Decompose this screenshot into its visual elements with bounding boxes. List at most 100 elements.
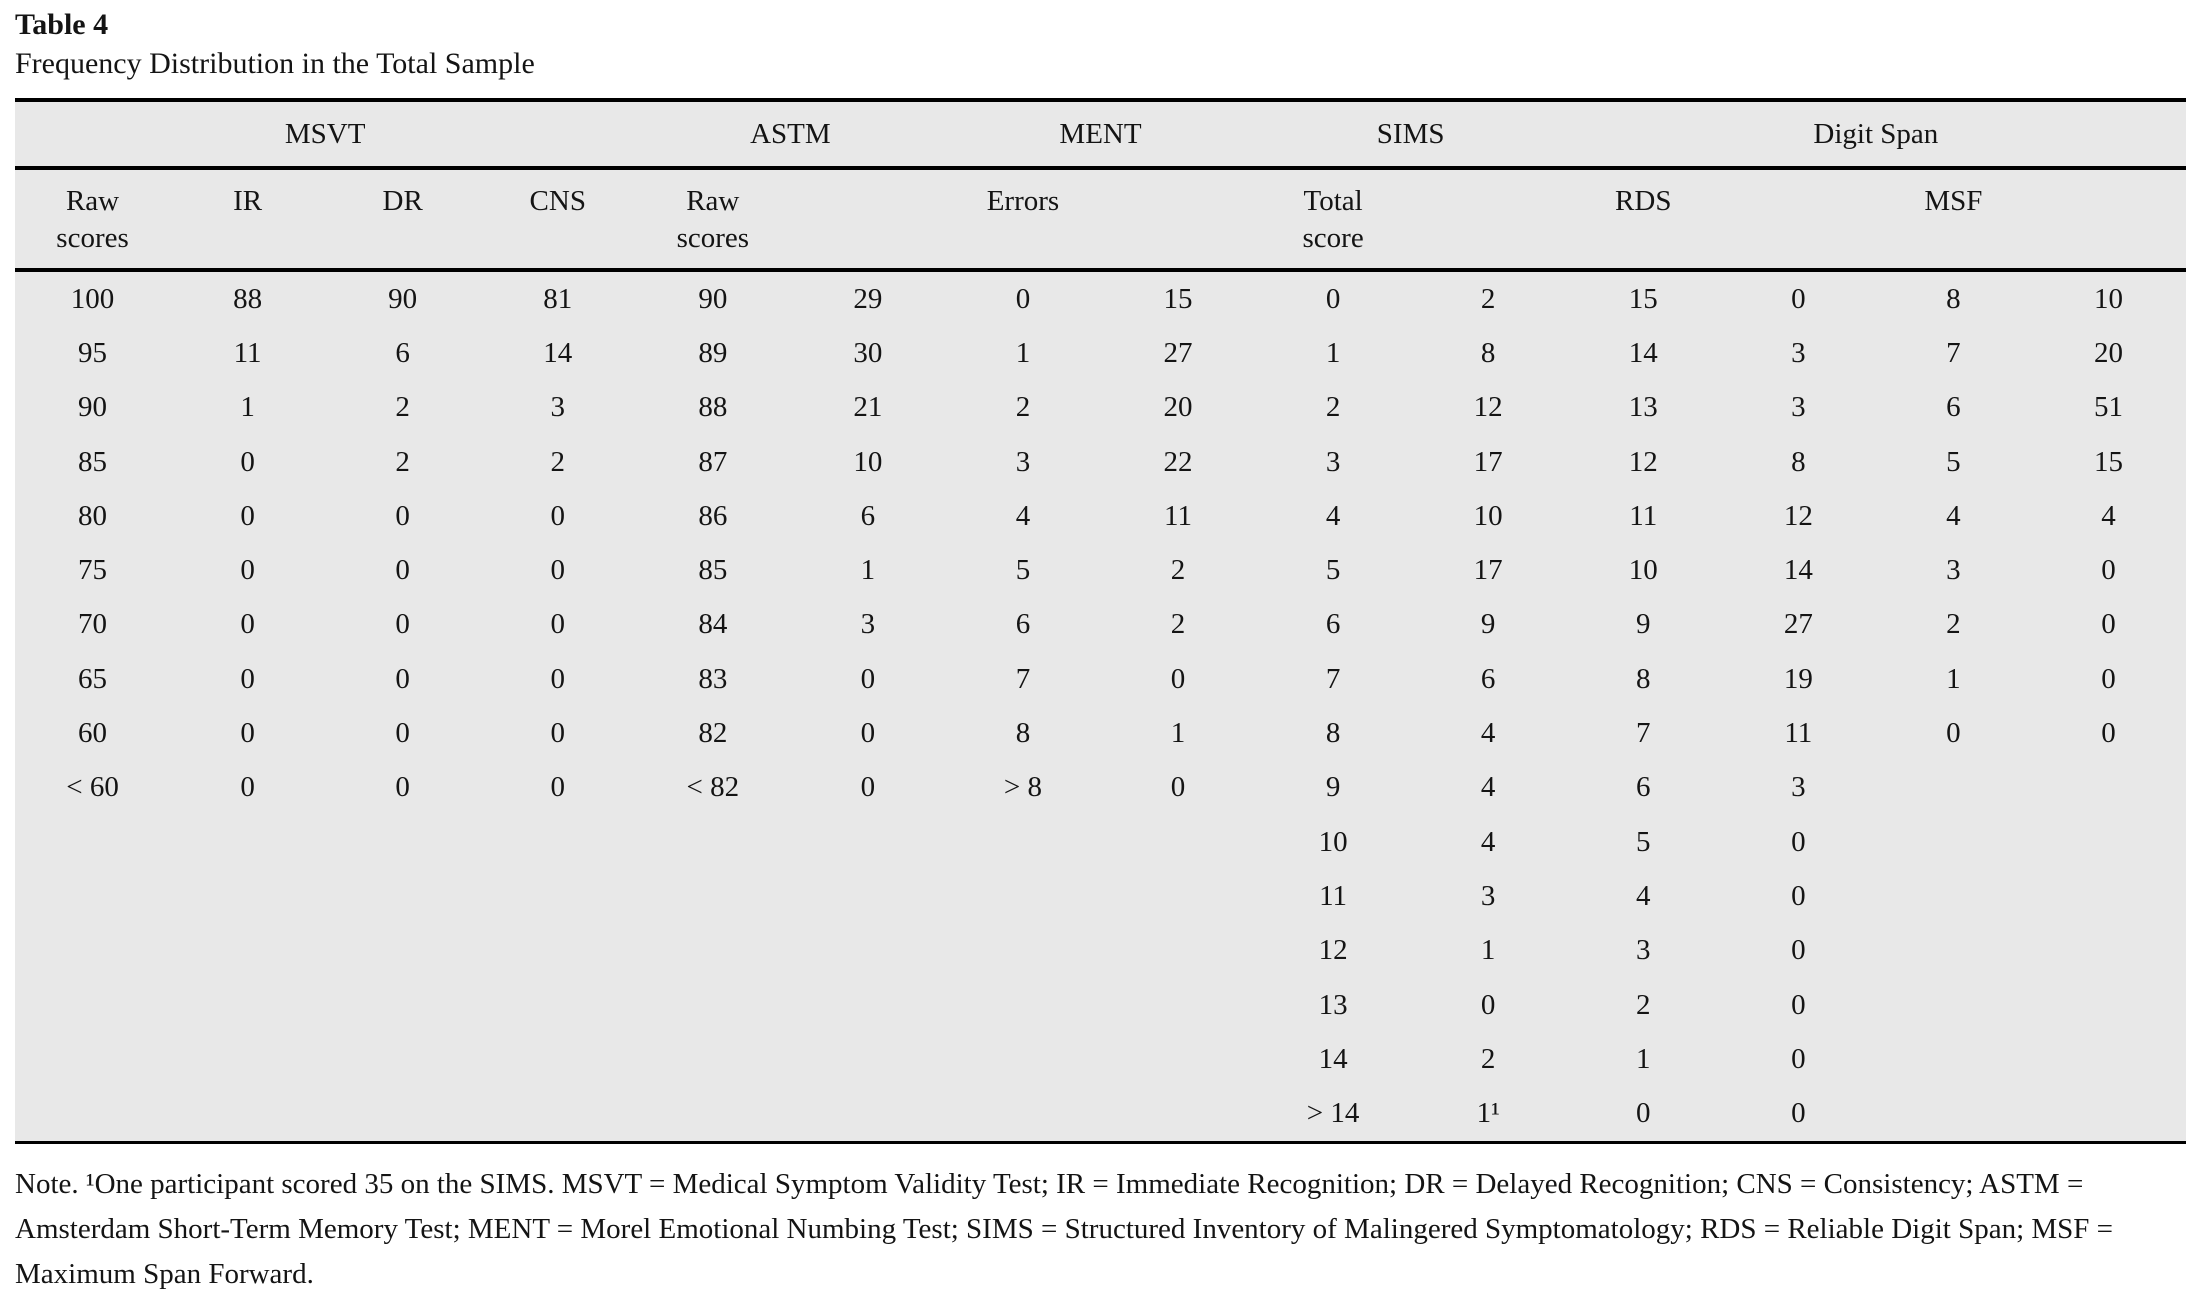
table-cell: 0 [1325,282,1341,315]
table-cell: 1¹ [1476,1097,1500,1130]
table-cell [945,978,1100,1032]
table-cell: 0 [395,554,410,587]
table-cell [15,815,170,869]
table-cell: 86 [698,499,728,532]
table-cell: 4 [1325,499,1341,532]
table-cell: 0 [1015,282,1031,315]
table-cell: 22 [1163,445,1193,478]
group-header-digit-span: Digit Span [1813,117,1939,150]
table-cell: 8 [1791,445,1806,478]
table-cell: 4 [2101,499,2116,532]
group-header-ment: MENT [1059,117,1142,150]
table-cell [635,1086,790,1140]
table-cell: 85 [78,445,108,478]
table-cell [480,815,635,869]
table-cell: 7 [1325,662,1341,695]
table-cell [790,815,945,869]
table-cell: 10 [1628,554,1658,587]
column-header-dr: DR [382,185,423,217]
table-cell: 80 [78,499,108,532]
table-cell [1876,924,2031,978]
table-cell: 0 [2101,608,2116,641]
table-cell: 0 [860,771,876,804]
table-note: Note. ¹One participant scored 35 on the … [15,1167,2114,1290]
table-cell: 1 [1480,934,1496,967]
table-cell [790,869,945,923]
table-cell: 9 [1325,771,1341,804]
table-cell: 70 [78,608,108,641]
group-header-astm: ASTM [750,117,831,150]
table-cell: 90 [698,282,728,315]
table-cell: 0 [550,717,565,750]
table-cell [635,815,790,869]
table-cell [635,924,790,978]
table-cell: 12 [1783,499,1813,532]
table-cell: 2 [550,445,565,478]
table-cell [15,1032,170,1086]
table-cell: 2 [1015,391,1031,424]
table-cell: 0 [2101,717,2116,750]
table-cell: 85 [698,554,728,587]
table-cell: 81 [543,282,573,315]
table-cell: 10 [2093,282,2123,315]
frequency-table: MSVT ASTM MENT SIMS Digit Span Raw scores IR D… [15,98,2186,1144]
table-cell: 8 [1325,717,1341,750]
table-cell [1876,978,2031,1032]
table-cell [1876,869,2031,923]
table-cell: 2 [1170,554,1186,587]
table-cell: 11 [1319,879,1348,912]
table-cell: 14 [1783,554,1813,587]
table-cell: 75 [78,554,108,587]
table-cell [945,1032,1100,1086]
table-cell: 4 [1015,499,1031,532]
column-header-rds: RDS [1615,185,1672,217]
table-cell: 7 [1635,717,1651,750]
table-cell: 0 [1791,1097,1806,1130]
table-cell: 7 [1015,662,1031,695]
table-cell: 5 [1015,554,1031,587]
table-cell: 0 [860,717,876,750]
table-cell: 6 [860,499,876,532]
table-cell [1100,1086,1255,1140]
table-cell: 2 [1946,608,1961,641]
table-cell: 10 [1473,499,1503,532]
table-cell [1876,1032,2031,1086]
table-cell: 2 [1480,282,1496,315]
table-cell: 3 [1480,879,1496,912]
table-cell: 20 [2093,336,2123,369]
table-cell: 100 [70,282,115,315]
table-title: Table 4 [15,8,109,41]
table-cell [945,869,1100,923]
table-cell: 8 [1015,717,1031,750]
column-header-cns: CNS [529,185,586,217]
table-cell: 0 [240,717,255,750]
table-cell: 13 [1628,391,1658,424]
table-cell [945,1086,1100,1140]
table-cell [945,815,1100,869]
table-cell [2031,924,2186,978]
table-cell [480,978,635,1032]
table-cell: 17 [1473,445,1503,478]
table-cell: 6 [1015,608,1031,641]
table-cell: 2 [395,445,410,478]
table-cell: 4 [1946,499,1961,532]
table-cell [325,869,480,923]
table-cell [1876,761,2031,815]
column-header-blank [2031,170,2186,268]
table-cell: 0 [1480,988,1496,1021]
table-cell [1100,1032,1255,1086]
table-cell: 0 [1170,771,1186,804]
table-cell: 90 [388,282,418,315]
table-cell: 6 [395,336,410,369]
table-cell: 4 [1635,879,1651,912]
table-cell [170,1086,325,1140]
table-cell: 5 [1946,445,1961,478]
table-cell: 14 [543,336,573,369]
table-cell: 3 [1791,771,1806,804]
table-cell: 20 [1163,391,1193,424]
table-cell: 4 [1480,771,1496,804]
column-header-blank [1721,170,1876,268]
table-cell: 84 [698,608,728,641]
table-cell [2031,761,2186,815]
